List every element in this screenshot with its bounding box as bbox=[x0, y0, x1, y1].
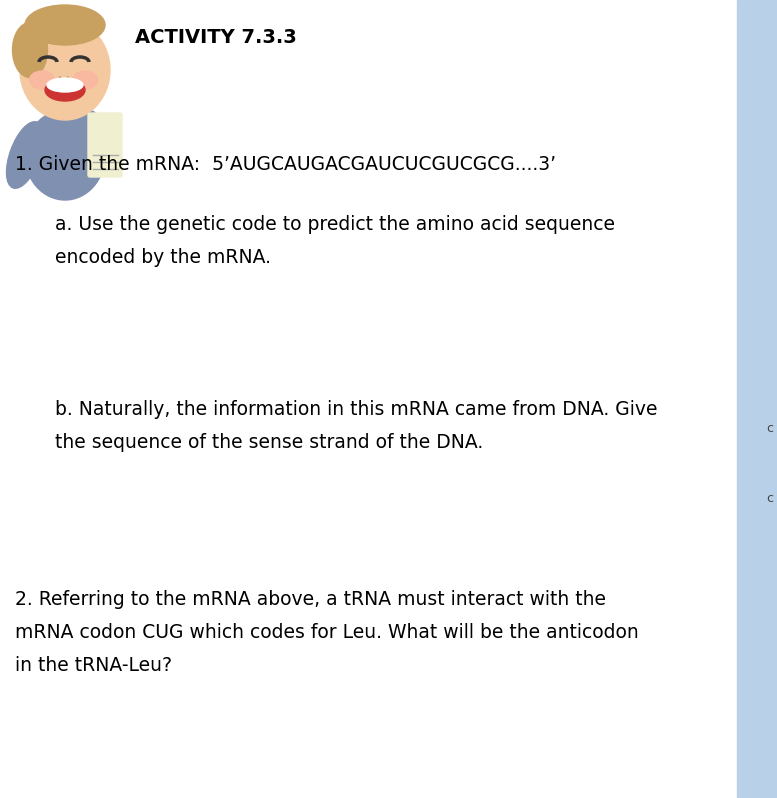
Text: c: c bbox=[766, 492, 773, 504]
Ellipse shape bbox=[47, 78, 83, 92]
Ellipse shape bbox=[30, 71, 54, 89]
Ellipse shape bbox=[20, 20, 110, 120]
Ellipse shape bbox=[45, 79, 85, 101]
Text: the sequence of the sense strand of the DNA.: the sequence of the sense strand of the … bbox=[55, 433, 483, 452]
FancyBboxPatch shape bbox=[88, 113, 122, 177]
Ellipse shape bbox=[72, 71, 97, 89]
Text: mRNA codon CUG which codes for Leu. What will be the anticodon: mRNA codon CUG which codes for Leu. What… bbox=[15, 623, 639, 642]
Ellipse shape bbox=[12, 22, 47, 77]
Text: 2. Referring to the mRNA above, a tRNA must interact with the: 2. Referring to the mRNA above, a tRNA m… bbox=[15, 590, 606, 609]
Ellipse shape bbox=[82, 110, 118, 170]
Text: 1. Given the mRNA:  5’AUGCAUGACGAUCUCGUCGCG....3’: 1. Given the mRNA: 5’AUGCAUGACGAUCUCGUCG… bbox=[15, 155, 556, 174]
Ellipse shape bbox=[6, 122, 44, 188]
Bar bbox=[737, 0, 777, 798]
Text: b. Naturally, the information in this mRNA came from DNA. Give: b. Naturally, the information in this mR… bbox=[55, 400, 657, 419]
Text: c: c bbox=[766, 421, 773, 434]
Text: ACTIVITY 7.3.3: ACTIVITY 7.3.3 bbox=[135, 28, 297, 47]
Ellipse shape bbox=[25, 110, 105, 200]
Ellipse shape bbox=[25, 5, 105, 45]
Text: a. Use the genetic code to predict the amino acid sequence: a. Use the genetic code to predict the a… bbox=[55, 215, 615, 234]
Text: in the tRNA-Leu?: in the tRNA-Leu? bbox=[15, 656, 172, 675]
Text: encoded by the mRNA.: encoded by the mRNA. bbox=[55, 248, 271, 267]
